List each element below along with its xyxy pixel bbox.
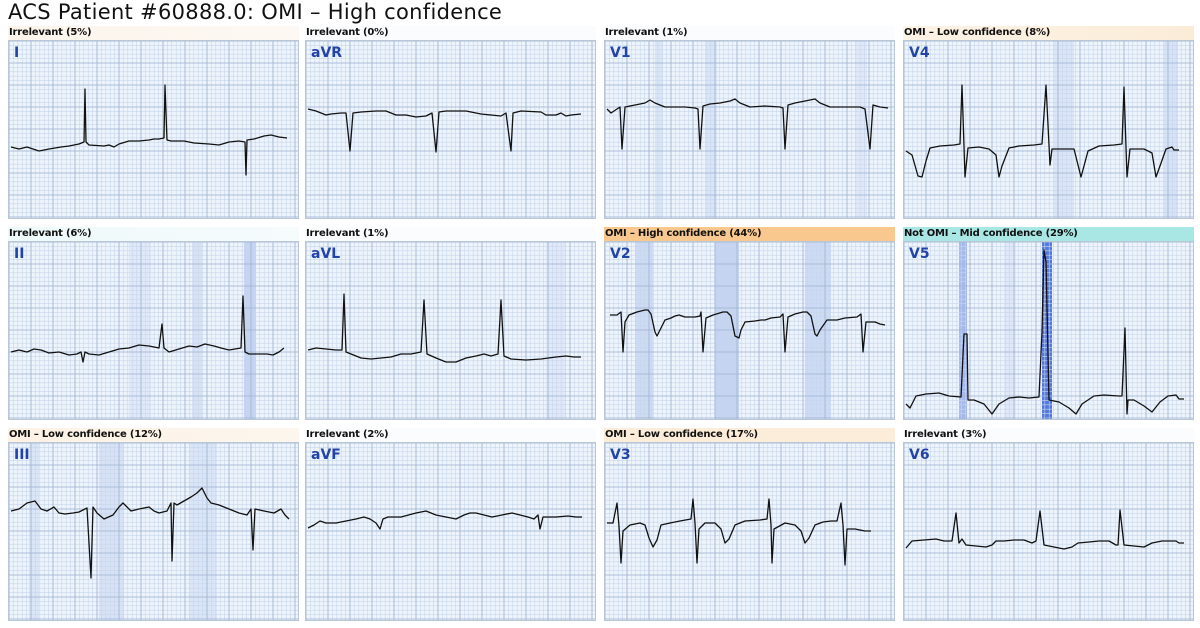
ecg-panel-II: II <box>8 241 299 420</box>
ecg-trace-V6 <box>904 443 1193 620</box>
classification-label-V1: Irrelevant (1%) <box>604 26 895 40</box>
ecg-panel-V5: V5 <box>903 241 1194 420</box>
attention-band <box>715 242 739 419</box>
lead-cell-aVF: Irrelevant (2%) aVF <box>305 428 596 621</box>
lead-name-I: I <box>14 45 20 61</box>
lead-cell-I: Irrelevant (5%) I <box>8 26 299 219</box>
lead-name-V4: V4 <box>909 45 930 61</box>
lead-cell-III: OMI – Low confidence (12%) III <box>8 428 299 621</box>
lead-name-V6: V6 <box>909 447 930 463</box>
ecg-trace-I <box>9 41 298 218</box>
ecg-trace-V4 <box>904 41 1193 218</box>
lead-cell-V1: Irrelevant (1%) V1 <box>604 26 895 219</box>
classification-label-II: Irrelevant (6%) <box>8 227 299 241</box>
attention-band <box>192 242 202 419</box>
ecg-panel-V4: V4 <box>903 40 1194 219</box>
lead-name-V3: V3 <box>610 447 631 463</box>
attention-band <box>546 242 566 419</box>
lead-name-aVF: aVF <box>311 447 341 463</box>
attention-band <box>655 41 663 218</box>
ecg-panel-V2: V2 <box>604 241 895 420</box>
classification-label-aVL: Irrelevant (1%) <box>305 227 596 241</box>
lead-name-III: III <box>14 447 30 463</box>
classification-label-III: OMI – Low confidence (12%) <box>8 428 299 442</box>
lead-name-V1: V1 <box>610 45 631 61</box>
lead-cell-V2: OMI – High confidence (44%) V2 <box>604 227 895 420</box>
attention-band <box>29 443 39 620</box>
classification-label-V3: OMI – Low confidence (17%) <box>604 428 895 442</box>
ecg-trace-V5 <box>904 242 1193 419</box>
attention-band <box>635 242 653 419</box>
lead-cell-V6: Irrelevant (3%) V6 <box>903 428 1194 621</box>
ecg-trace-aVR <box>306 41 595 218</box>
classification-label-I: Irrelevant (5%) <box>8 26 299 40</box>
ecg-trace-aVF <box>306 443 595 620</box>
classification-label-aVF: Irrelevant (2%) <box>305 428 596 442</box>
lead-cell-II: Irrelevant (6%) II <box>8 227 299 420</box>
ecg-panel-V3: V3 <box>604 442 895 621</box>
lead-name-aVR: aVR <box>311 45 343 61</box>
ecg-panel-aVF: aVF <box>305 442 596 621</box>
lead-cell-aVR: Irrelevant (0%) aVR <box>305 26 596 219</box>
ecg-panel-aVL: aVL <box>305 241 596 420</box>
page-title: ACS Patient #60888.0: OMI – High confide… <box>8 0 503 24</box>
classification-label-V2: OMI – High confidence (44%) <box>604 227 895 241</box>
ecg-trace-V2 <box>605 242 894 419</box>
attention-band <box>244 242 256 419</box>
ecg-panel-V1: V1 <box>604 40 895 219</box>
lead-name-V2: V2 <box>610 246 631 262</box>
classification-label-V6: Irrelevant (3%) <box>903 428 1194 442</box>
lead-cell-V4: OMI – Low confidence (8%) V4 <box>903 26 1194 219</box>
lead-name-aVL: aVL <box>311 246 341 262</box>
ecg-trace-V1 <box>605 41 894 218</box>
attention-band <box>99 443 124 620</box>
ecg-trace-V3 <box>605 443 894 620</box>
ecg-trace-aVL <box>306 242 595 419</box>
ecg-panel-I: I <box>8 40 299 219</box>
lead-name-II: II <box>14 246 25 262</box>
attention-band <box>189 443 217 620</box>
ecg-panel-V6: V6 <box>903 442 1194 621</box>
classification-label-V4: OMI – Low confidence (8%) <box>903 26 1194 40</box>
lead-cell-V3: OMI – Low confidence (17%) V3 <box>604 428 895 621</box>
classification-label-aVR: Irrelevant (0%) <box>305 26 596 40</box>
lead-cell-V5: Not OMI – Mid confidence (29%) V5 <box>903 227 1194 420</box>
ecg-panel-aVR: aVR <box>305 40 596 219</box>
ecg-panel-III: III <box>8 442 299 621</box>
ecg-trace-II <box>9 242 298 419</box>
classification-label-V5: Not OMI – Mid confidence (29%) <box>903 227 1194 241</box>
lead-name-V5: V5 <box>909 246 930 262</box>
attention-band <box>805 242 831 419</box>
attention-band <box>959 242 967 419</box>
ecg-trace-III <box>9 443 298 620</box>
lead-cell-aVL: Irrelevant (1%) aVL <box>305 227 596 420</box>
